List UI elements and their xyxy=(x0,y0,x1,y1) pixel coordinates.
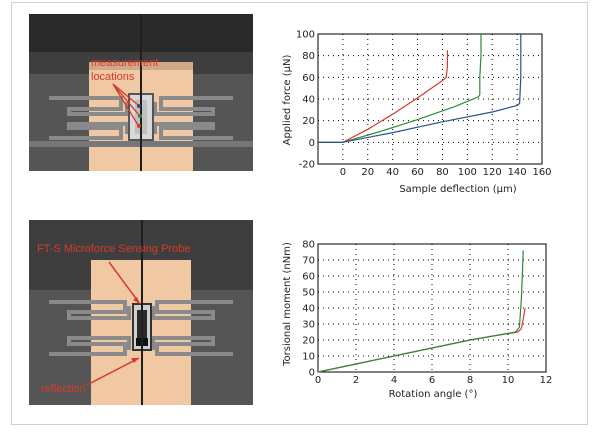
y-axis-label: Applied force (µN) xyxy=(282,55,293,146)
y-tick-label: 0 xyxy=(309,368,315,379)
x-tick-label: 20 xyxy=(361,167,374,178)
probe-label: FT-S Microforce Sensing Probe xyxy=(37,243,190,255)
y-axis-label: Torsional moment (nNm) xyxy=(282,242,293,367)
x-tick-label: 40 xyxy=(386,167,399,178)
x-tick-label: 140 xyxy=(508,167,527,178)
y-tick-label: 40 xyxy=(302,304,315,315)
x-tick-label: 2 xyxy=(353,375,359,386)
y-tick-label: 20 xyxy=(302,336,315,347)
microscope-photo-bottom: FT-S Microforce Sensing Probe reflection xyxy=(29,220,253,405)
reflection-label: reflection xyxy=(41,383,86,395)
series-line-blue xyxy=(318,34,522,143)
y-tick-label: 60 xyxy=(302,272,315,283)
series-line-red xyxy=(318,50,448,143)
plot-area xyxy=(317,33,543,165)
x-tick-label: 10 xyxy=(502,375,515,386)
y-tick-label: 70 xyxy=(302,256,315,267)
y-tick-label: 80 xyxy=(302,240,315,251)
x-tick-label: 4 xyxy=(391,375,397,386)
series-line-green xyxy=(318,34,482,143)
x-tick-label: 0 xyxy=(340,167,346,178)
y-tick-label: -20 xyxy=(299,160,315,171)
y-tick-label: 50 xyxy=(302,288,315,299)
microscope-photo-top: measurement locations xyxy=(29,14,253,171)
x-axis-label: Rotation angle (°) xyxy=(389,389,478,400)
y-tick-label: 80 xyxy=(302,51,315,62)
y-tick-label: 30 xyxy=(302,320,315,331)
measurement-locations-line2: locations xyxy=(91,71,135,83)
y-tick-label: 20 xyxy=(302,116,315,127)
x-tick-label: 12 xyxy=(540,375,553,386)
y-tick-label: 10 xyxy=(302,352,315,363)
y-tick-label: 100 xyxy=(296,30,315,41)
x-tick-label: 80 xyxy=(436,167,449,178)
plot-area xyxy=(317,243,547,373)
series-line-red xyxy=(317,307,526,373)
y-tick-label: 40 xyxy=(302,95,315,106)
x-tick-label: 8 xyxy=(467,375,473,386)
x-tick-label: 100 xyxy=(458,167,477,178)
x-tick-label: 0 xyxy=(315,375,321,386)
measurement-locations-line1: measurement xyxy=(91,57,158,69)
torsion-rotation-chart: 0 2 4 6 8 10 12 0 10 20 30 40 50 60 70 80 Rotation angl… xyxy=(282,240,553,401)
y-tick-label: 0 xyxy=(309,138,315,149)
force-deflection-chart: 0 20 40 60 80 100 120 140 160 -20 0 20 40 60 80 100 Sam… xyxy=(282,30,552,196)
y-tick-label: 60 xyxy=(302,73,315,84)
x-tick-label: 160 xyxy=(532,167,551,178)
x-axis-label: Sample deflection (µm) xyxy=(399,184,516,195)
x-tick-label: 6 xyxy=(429,375,435,386)
x-tick-label: 120 xyxy=(483,167,502,178)
series-line-green xyxy=(317,250,524,373)
x-tick-label: 60 xyxy=(411,167,424,178)
